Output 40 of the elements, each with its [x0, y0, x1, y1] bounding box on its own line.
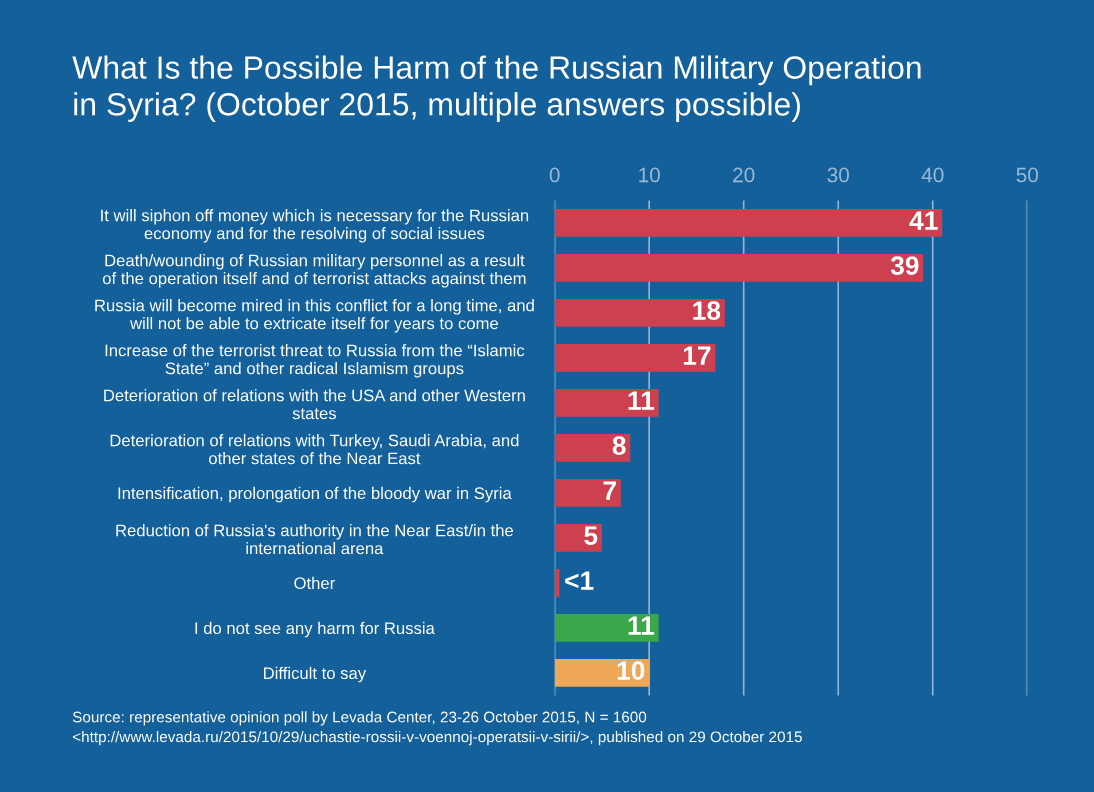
data-label: 7	[603, 481, 616, 500]
bar	[554, 253, 924, 282]
data-label: 8	[612, 436, 626, 455]
x-tick-label: 50	[1016, 167, 1039, 183]
data-label: 18	[693, 301, 721, 320]
y-tick-label: Reduction of Russia's authority in the Near East/in the international arena	[116, 524, 514, 555]
y-tick-label: Deterioration of relations with the USA and other Western states	[104, 389, 525, 420]
bar	[554, 433, 631, 462]
y-tick-label: Increase of the terrorist threat to Russia from the “Islamic State” and other radical Islamism groups	[105, 344, 525, 378]
data-label: 11	[628, 616, 655, 635]
y-tick-label: Russia will become mired in this conflict for a long time, and will not be able to extricate itself for years to come	[95, 299, 534, 333]
bar	[554, 658, 650, 687]
source-note: Source: representative opinion poll by Levada Center, 23-26 October 2015, N = 1600 <http://www.levada.ru/2015/10/29/uchastie-rossii-v-voennoj-operatsii-v-sirii/>, published on 29 October 2015	[72, 711, 802, 746]
data-label: <1	[565, 571, 594, 590]
bar	[554, 613, 659, 642]
bar	[554, 478, 621, 507]
x-tick-label: 20	[733, 167, 755, 183]
bar	[554, 208, 943, 237]
bar	[554, 388, 659, 417]
y-tick-label: Intensification, prolongation of the bloody war in Syria	[118, 486, 512, 503]
data-label: 41	[909, 211, 938, 230]
x-tick-label: 10	[639, 167, 660, 183]
data-label: 10	[617, 661, 645, 680]
y-tick-label: Other	[294, 576, 335, 590]
bar	[554, 523, 602, 552]
bar	[554, 343, 716, 372]
y-tick-label: Difficult to say	[264, 666, 367, 683]
bar	[554, 298, 725, 327]
data-label: 17	[683, 346, 711, 365]
chart-title: What Is the Possible Harm of the Russian Military Operation in Syria? (October 2015, multiple answers possible)	[72, 55, 921, 122]
data-label: 5	[584, 526, 598, 545]
x-tick-label: 40	[921, 167, 944, 183]
y-tick-label: Deterioration of relations with Turkey, Saudi Arabia, and other states of the Near East	[110, 434, 519, 465]
data-label: 11	[628, 391, 655, 410]
x-tick-label: 30	[827, 167, 849, 183]
y-tick-label: Death/wounding of Russian military personnel as a result of the operation itself and of terrorist attacks against them	[102, 254, 526, 288]
y-tick-label: I do not see any harm for Russia	[195, 621, 435, 638]
data-label: 39	[890, 256, 919, 275]
x-tick-label: 0	[549, 167, 560, 183]
y-tick-label: It will siphon off money which is necessary for the Russian economy and for the resolving of social issues	[101, 209, 529, 243]
